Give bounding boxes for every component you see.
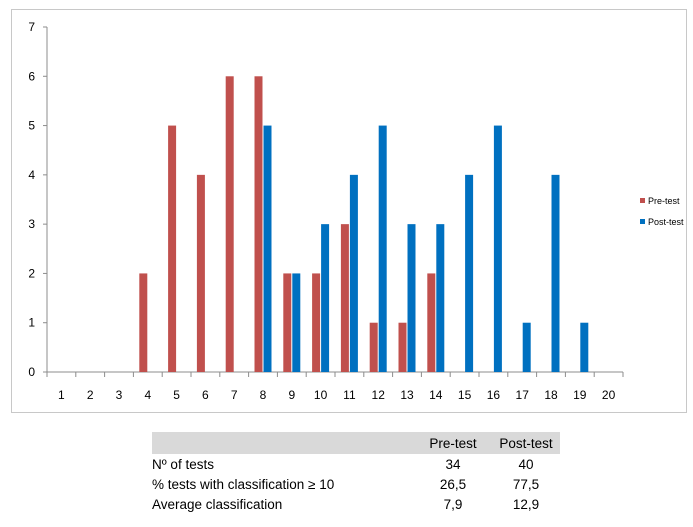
x-tick-label: 3 bbox=[116, 388, 123, 402]
x-tick-label: 9 bbox=[288, 388, 295, 402]
bar-post-test bbox=[349, 174, 358, 372]
table-row: Nº of tests 34 40 bbox=[152, 454, 560, 474]
bar-post-test bbox=[263, 125, 272, 372]
legend-swatch bbox=[640, 219, 645, 224]
y-tick-label: 6 bbox=[28, 69, 35, 83]
legend-swatch bbox=[640, 198, 645, 203]
y-tick-label: 2 bbox=[28, 266, 35, 280]
x-tick-label: 18 bbox=[544, 388, 558, 402]
x-tick-label: 5 bbox=[173, 388, 180, 402]
x-tick-label: 15 bbox=[458, 388, 472, 402]
table-header-cell: Post-test bbox=[499, 435, 553, 451]
bar-post-test bbox=[292, 273, 301, 372]
table-cell: 34 bbox=[445, 456, 461, 472]
bar-post-test bbox=[321, 224, 330, 372]
y-tick-label: 3 bbox=[28, 217, 35, 231]
table-cell: Average classification bbox=[152, 496, 283, 512]
bar-pre-test bbox=[254, 76, 263, 373]
table-cell: 12,9 bbox=[512, 496, 540, 512]
bar-pre-test bbox=[427, 273, 436, 372]
chart-frame: 0 1 2 3 4 5 6 7 1 2 3 4 5 6 7 8 9 10 11 12 13 14 15 16 17 18 19 20 P… bbox=[11, 9, 687, 413]
table-cell: % tests with classification ≥ 10 bbox=[152, 476, 335, 492]
bar-pre-test bbox=[340, 224, 349, 372]
x-tick-label: 17 bbox=[516, 388, 530, 402]
x-tick-label: 12 bbox=[372, 388, 386, 402]
x-tick-label: 19 bbox=[573, 388, 587, 402]
bar-pre-test bbox=[312, 273, 321, 372]
bar-post-test bbox=[465, 174, 474, 372]
bar-post-test bbox=[378, 125, 387, 372]
bar-post-test bbox=[407, 224, 416, 372]
bar-post-test bbox=[522, 322, 531, 372]
table-row: % tests with classification ≥ 10 26,5 77… bbox=[152, 474, 560, 494]
x-tick-label: 7 bbox=[231, 388, 238, 402]
bar-pre-test bbox=[398, 322, 407, 372]
bar-post-test bbox=[493, 125, 502, 372]
y-tick-label: 7 bbox=[28, 20, 35, 34]
x-tick-label: 10 bbox=[314, 388, 328, 402]
table-cell: Nº of tests bbox=[152, 456, 214, 472]
bar-pre-test bbox=[369, 322, 378, 372]
bar-pre-test bbox=[225, 76, 234, 373]
bar-pre-test bbox=[283, 273, 292, 372]
x-tick-label: 1 bbox=[58, 388, 65, 402]
table-row: Average classification 7,9 12,9 bbox=[152, 494, 560, 514]
legend-label: Pre-test bbox=[648, 196, 680, 206]
table-cell: 77,5 bbox=[512, 476, 540, 492]
y-tick-label: 4 bbox=[28, 168, 35, 182]
x-tick-label: 11 bbox=[343, 388, 356, 402]
summary-table: Pre-test Post-test Nº of tests 34 40 % t… bbox=[152, 432, 560, 514]
table-cell: 40 bbox=[518, 456, 534, 472]
bar-post-test bbox=[580, 322, 589, 372]
x-tick-label: 8 bbox=[260, 388, 267, 402]
x-tick-label: 14 bbox=[429, 388, 443, 402]
y-tick-label: 5 bbox=[28, 119, 35, 133]
bar-post-test bbox=[436, 224, 445, 372]
x-tick-label: 16 bbox=[487, 388, 501, 402]
y-tick-label: 0 bbox=[28, 365, 35, 379]
table-cell: 26,5 bbox=[439, 476, 467, 492]
x-tick-label: 6 bbox=[202, 388, 209, 402]
table-header-row: Pre-test Post-test bbox=[152, 432, 560, 454]
bar-pre-test bbox=[196, 174, 205, 372]
x-tick-label: 4 bbox=[144, 388, 151, 402]
y-tick-label: 1 bbox=[28, 316, 35, 330]
bar-pre-test bbox=[139, 273, 148, 372]
table-header-cell bbox=[152, 432, 414, 454]
table-header-cell: Pre-test bbox=[429, 435, 477, 451]
bar-post-test bbox=[551, 174, 560, 372]
bar-pre-test bbox=[168, 125, 177, 372]
x-tick-label: 20 bbox=[602, 388, 616, 402]
x-tick-label: 2 bbox=[87, 388, 94, 402]
legend-label: Post-test bbox=[648, 217, 684, 227]
x-tick-label: 13 bbox=[400, 388, 414, 402]
table-cell: 7,9 bbox=[443, 496, 463, 512]
